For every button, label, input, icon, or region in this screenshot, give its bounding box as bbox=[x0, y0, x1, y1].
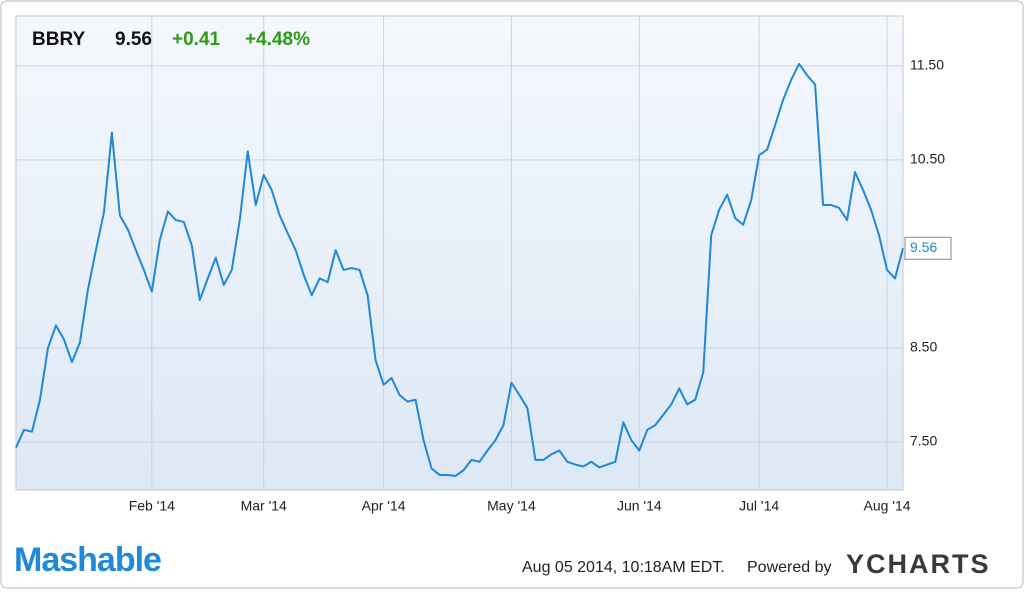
x-tick-label: Jun '14 bbox=[617, 498, 662, 514]
y-tick-label: 7.50 bbox=[910, 433, 937, 449]
y-tick-label: 10.50 bbox=[910, 151, 945, 167]
x-tick-label: Aug '14 bbox=[863, 498, 910, 514]
last-value-box bbox=[904, 236, 952, 260]
brand: Mashable bbox=[14, 541, 161, 579]
x-tick-label: Mar '14 bbox=[241, 498, 287, 514]
powered-by: Powered by bbox=[747, 559, 832, 576]
timestamp: Aug 05 2014, 10:18AM EDT. bbox=[522, 559, 725, 576]
price-line bbox=[15, 62, 904, 477]
change: +0.41 bbox=[172, 29, 221, 50]
x-tick-label: May '14 bbox=[487, 498, 536, 514]
y-tick-label: 11.50 bbox=[910, 57, 944, 73]
y-tick-label: 8.50 bbox=[910, 339, 937, 355]
x-tick-label: Jul '14 bbox=[739, 498, 779, 514]
price: 9.56 bbox=[115, 29, 152, 50]
ticker: BBRY bbox=[32, 29, 85, 50]
change-percent: +4.48% bbox=[245, 29, 310, 50]
plot-area bbox=[15, 15, 904, 491]
x-tick-label: Feb '14 bbox=[129, 498, 175, 514]
x-tick-label: Apr '14 bbox=[362, 498, 406, 514]
last-value-label: 9.56 bbox=[910, 239, 937, 255]
provider-logo: YCHARTS bbox=[846, 549, 991, 579]
